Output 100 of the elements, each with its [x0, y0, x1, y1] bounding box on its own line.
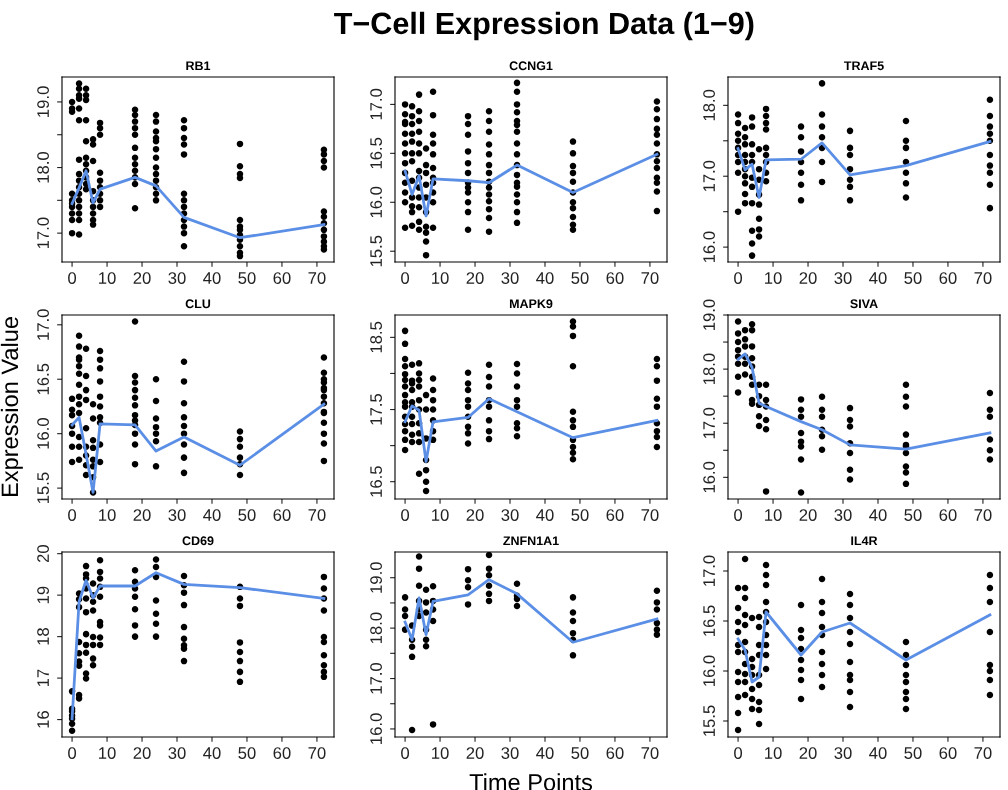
- x-tick-label: 0: [401, 272, 410, 284]
- y-tick-label: 17.0: [703, 555, 715, 586]
- x-tick-label: 70: [308, 509, 326, 521]
- x-tick-label: 60: [939, 509, 957, 521]
- x-tick-label: 30: [168, 272, 186, 284]
- x-tick-label: 50: [571, 272, 589, 284]
- x-tick-label: 0: [734, 747, 743, 759]
- x-tick-label: 10: [432, 272, 449, 284]
- x-tick-label: 30: [834, 509, 852, 521]
- y-tick-label: 15.5: [37, 472, 49, 504]
- x-tick-label: 50: [238, 272, 256, 284]
- y-tick-label: 15.5: [703, 705, 715, 736]
- x-tick-label: 50: [238, 747, 256, 759]
- x-tick-label: 70: [308, 747, 326, 759]
- x-tick-label: 60: [606, 747, 624, 759]
- y-tick-label: 17.0: [37, 217, 49, 249]
- chart-title: MAPK9: [509, 299, 553, 309]
- chart-title: CCNG1: [509, 61, 553, 71]
- y-tick-label: 16.5: [370, 137, 382, 169]
- y-tick-label: 16.0: [703, 461, 715, 493]
- x-tick-label: 20: [133, 509, 151, 521]
- chart-title: CLU: [185, 299, 211, 309]
- x-tick-label: 10: [99, 509, 116, 521]
- x-tick-label: 40: [203, 272, 221, 284]
- x-tick-label: 70: [308, 272, 326, 284]
- y-tick-label: 16.5: [370, 466, 382, 497]
- y-tick-label: 17: [37, 669, 49, 687]
- x-tick-label: 40: [203, 509, 221, 521]
- x-tick-label: 10: [765, 272, 782, 284]
- y-tick-label: 19.0: [703, 299, 715, 330]
- chart-title: TRAF5: [844, 61, 884, 71]
- chart-title: SIVA: [850, 299, 878, 309]
- x-axis-title: Time Points: [469, 773, 593, 790]
- x-tick-label: 50: [904, 272, 922, 284]
- x-tick-label: 0: [734, 509, 743, 521]
- x-tick-label: 60: [273, 509, 291, 521]
- x-tick-label: 10: [432, 747, 449, 759]
- x-tick-label: 10: [99, 747, 116, 759]
- x-tick-label: 40: [536, 747, 554, 759]
- chart-title: IL4R: [851, 536, 878, 546]
- y-tick-label: 17.0: [370, 662, 382, 694]
- y-tick-label: 17.0: [370, 88, 382, 120]
- y-tick-label: 16.5: [37, 363, 49, 395]
- chart-title: ZNFN1A1: [503, 536, 559, 546]
- x-tick-label: 0: [734, 272, 743, 284]
- y-tick-label: 20: [37, 545, 49, 563]
- x-tick-label: 30: [168, 509, 186, 521]
- x-tick-label: 70: [974, 272, 992, 284]
- x-tick-label: 40: [869, 747, 887, 759]
- y-tick-label: 17.0: [703, 407, 715, 439]
- x-tick-label: 40: [536, 272, 554, 284]
- y-tick-label: 16.5: [703, 605, 715, 636]
- y-tick-label: 16.0: [370, 186, 382, 218]
- x-tick-label: 70: [641, 272, 659, 284]
- y-tick-label: 18.0: [37, 151, 49, 183]
- x-tick-label: 40: [869, 509, 887, 521]
- x-tick-label: 60: [939, 272, 957, 284]
- y-tick-label: 16.0: [703, 655, 715, 686]
- x-tick-label: 30: [501, 272, 519, 284]
- x-tick-label: 30: [501, 747, 519, 759]
- chart-title: RB1: [186, 61, 211, 71]
- x-tick-label: 20: [466, 509, 484, 521]
- x-tick-label: 10: [765, 509, 782, 521]
- y-tick-label: 17.0: [703, 160, 715, 192]
- y-tick-label: 19.0: [37, 86, 49, 117]
- x-tick-label: 50: [571, 747, 589, 759]
- x-tick-label: 20: [466, 272, 484, 284]
- x-tick-label: 60: [273, 747, 291, 759]
- x-tick-label: 40: [869, 272, 887, 284]
- x-tick-label: 40: [203, 747, 221, 759]
- x-tick-label: 70: [641, 747, 659, 759]
- x-tick-label: 20: [799, 747, 817, 759]
- x-tick-label: 70: [641, 509, 659, 521]
- text: T−Cell Expression Data (1−9): [334, 11, 754, 41]
- x-tick-label: 20: [799, 509, 817, 521]
- x-tick-label: 70: [974, 509, 992, 521]
- x-tick-label: 0: [401, 747, 410, 759]
- x-tick-label: 0: [68, 509, 77, 521]
- y-tick-label: 17.5: [370, 394, 382, 425]
- x-tick-label: 10: [99, 272, 116, 284]
- x-tick-label: 20: [133, 747, 151, 759]
- x-tick-label: 60: [273, 272, 291, 284]
- x-tick-label: 20: [133, 272, 151, 284]
- y-tick-label: 15.5: [370, 235, 382, 267]
- x-tick-label: 30: [834, 747, 852, 759]
- y-tick-label: 16.0: [370, 713, 382, 744]
- x-tick-label: 60: [606, 509, 624, 521]
- x-tick-label: 40: [536, 509, 554, 521]
- y-tick-label: 18.0: [370, 612, 382, 644]
- x-tick-label: 50: [571, 509, 589, 521]
- x-tick-label: 60: [606, 272, 624, 284]
- y-tick-label: 19.0: [370, 562, 382, 593]
- y-tick-label: 16.0: [37, 418, 49, 449]
- y-tick-label: 16: [37, 711, 49, 728]
- x-tick-label: 20: [466, 747, 484, 759]
- y-axis-title: Expression Value: [0, 317, 23, 497]
- x-tick-label: 30: [168, 747, 186, 759]
- x-tick-label: 60: [939, 747, 957, 759]
- y-tick-label: 19: [37, 586, 49, 604]
- x-tick-label: 0: [68, 747, 77, 759]
